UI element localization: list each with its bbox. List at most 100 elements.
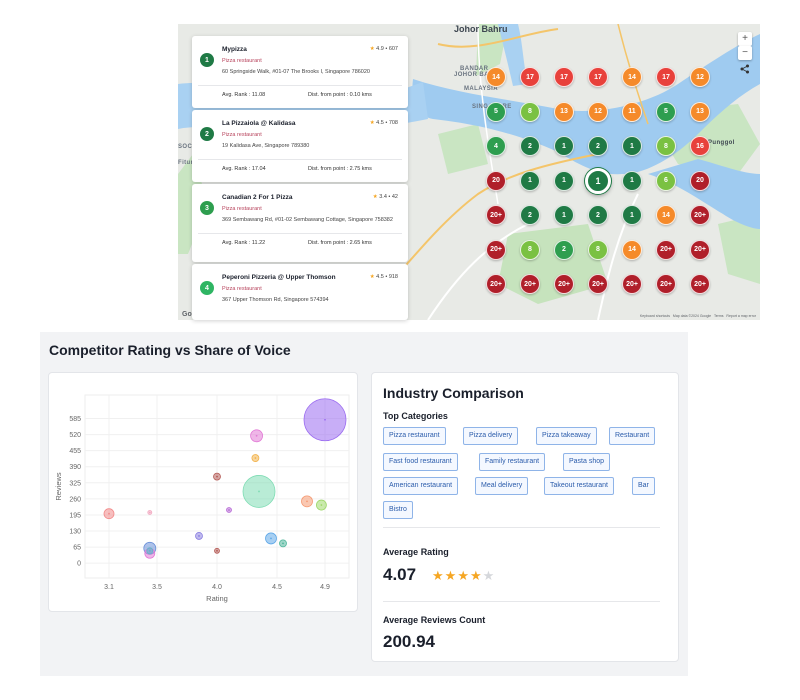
grid-pin[interactable]: 17 bbox=[588, 67, 608, 87]
grid-pin[interactable]: 12 bbox=[588, 101, 608, 122]
distance-label: Dist. from point : bbox=[308, 166, 349, 172]
grid-pin[interactable]: 4 bbox=[486, 136, 506, 156]
grid-pin[interactable]: 20+ bbox=[554, 274, 574, 294]
grid-pin[interactable]: 8 bbox=[656, 136, 676, 156]
grid-pin[interactable]: 2 bbox=[554, 239, 574, 260]
category-chip[interactable]: Takeout restaurant bbox=[544, 477, 614, 495]
category-chip[interactable]: Pasta shop bbox=[563, 453, 611, 471]
grid-pin[interactable]: 14 bbox=[486, 67, 506, 87]
business-name[interactable]: Peperoni Pizzeria @ Upper Thomson bbox=[222, 274, 336, 281]
grid-pin[interactable]: 17 bbox=[656, 67, 676, 87]
star-icon: ★ bbox=[369, 120, 377, 126]
divider bbox=[198, 233, 402, 234]
distance-value: 2.65 kms bbox=[349, 240, 372, 246]
y-tick-label: 260 bbox=[69, 496, 81, 503]
category-chip[interactable]: Bistro bbox=[383, 501, 413, 519]
result-card[interactable]: 1 Mypizza ★ 4.9 • 607 Pizza restaurant 60 Sp… bbox=[192, 36, 408, 108]
grid-pin[interactable]: 5 bbox=[656, 101, 676, 122]
grid-pin[interactable]: 1 bbox=[622, 170, 642, 191]
avg-rank-value: 11.08 bbox=[251, 92, 266, 98]
distance-from-point: Dist. from point : 2.75 kms bbox=[308, 166, 372, 172]
grid-pin[interactable]: 17 bbox=[520, 67, 540, 87]
category-chip[interactable]: Fast food restaurant bbox=[383, 453, 458, 471]
grid-pin[interactable]: 1 bbox=[520, 170, 540, 191]
business-name[interactable]: Canadian 2 For 1 Pizza bbox=[222, 194, 293, 201]
grid-pin[interactable]: 20+ bbox=[520, 274, 540, 294]
category-chip[interactable]: American restaurant bbox=[383, 477, 459, 495]
grid-pin[interactable]: 13 bbox=[690, 101, 710, 122]
business-address: 19 Kalidasa Ave, Singapore 789380 bbox=[222, 143, 310, 149]
grid-pin[interactable]: 2 bbox=[588, 136, 608, 156]
avg-rank-label: Avg. Rank : bbox=[222, 92, 251, 98]
grid-pin[interactable]: 5 bbox=[486, 101, 506, 122]
grid-pin[interactable]: 20 bbox=[690, 170, 710, 191]
grid-pin[interactable]: 20+ bbox=[690, 205, 710, 225]
grid-pin[interactable]: 1 bbox=[622, 205, 642, 225]
grid-pin[interactable]: 20+ bbox=[690, 274, 710, 294]
grid-pin[interactable]: 20+ bbox=[656, 239, 676, 260]
y-tick-label: 0 bbox=[77, 561, 81, 568]
grid-pin[interactable]: 8 bbox=[588, 239, 608, 260]
map-label-bandar: BANDAR bbox=[460, 66, 489, 72]
rank-badge: 3 bbox=[200, 201, 214, 215]
category-chip[interactable]: Meal delivery bbox=[475, 477, 529, 495]
scatter-point-center bbox=[270, 537, 272, 540]
business-name[interactable]: La Pizzaiola @ Kalidasa bbox=[222, 120, 296, 127]
share-icon[interactable] bbox=[738, 64, 752, 78]
grid-pin[interactable]: 12 bbox=[690, 67, 710, 87]
scatter-point-center bbox=[255, 434, 258, 437]
business-name[interactable]: Mypizza bbox=[222, 46, 247, 53]
grid-pin[interactable]: 20+ bbox=[588, 274, 608, 294]
grid-pin[interactable]: 20+ bbox=[656, 274, 676, 294]
grid-pin[interactable]: 2 bbox=[520, 205, 540, 225]
grid-pin[interactable]: 11 bbox=[622, 101, 642, 122]
scatter-point-center bbox=[148, 549, 151, 552]
grid-pin[interactable]: 8 bbox=[520, 239, 540, 260]
grid-pin[interactable]: 2 bbox=[520, 136, 540, 156]
scatter-point-center bbox=[258, 490, 260, 493]
grid-pin[interactable]: 17 bbox=[554, 67, 574, 87]
result-card[interactable]: 2 La Pizzaiola @ Kalidasa ★ 4.5 • 708 Pizza… bbox=[192, 110, 408, 182]
grid-pin[interactable]: 20+ bbox=[622, 274, 642, 294]
category-chip[interactable]: Pizza takeaway bbox=[536, 427, 597, 445]
zoom-out-button[interactable]: − bbox=[738, 46, 752, 60]
grid-pin[interactable]: 14 bbox=[622, 239, 642, 260]
grid-pin[interactable]: 14 bbox=[622, 67, 642, 87]
map-label-johor-bahru: Johor Bahru bbox=[454, 24, 508, 34]
divider bbox=[198, 159, 402, 160]
distance-label: Dist. from point : bbox=[308, 92, 349, 98]
grid-pin[interactable]: 8 bbox=[520, 101, 540, 122]
industry-comparison-title: Industry Comparison bbox=[383, 385, 524, 401]
grid-pin[interactable]: 1 bbox=[554, 170, 574, 191]
category-chip[interactable]: Pizza delivery bbox=[463, 427, 519, 445]
result-card[interactable]: 3 Canadian 2 For 1 Pizza ★ 3.4 • 42 Pizza r… bbox=[192, 184, 408, 262]
grid-pin[interactable]: 20+ bbox=[486, 239, 506, 260]
grid-pin[interactable]: 6 bbox=[656, 170, 676, 191]
rank-grid-map[interactable]: Johor Bahru BANDAR JOHOR BAHRU MALAYSIA … bbox=[178, 24, 760, 320]
distance-value: 2.75 kms bbox=[349, 166, 372, 172]
grid-pin[interactable]: 1 bbox=[622, 136, 642, 156]
grid-pin[interactable]: 20+ bbox=[486, 274, 506, 294]
grid-pin[interactable]: 2 bbox=[588, 205, 608, 225]
grid-pin[interactable]: 1 bbox=[554, 205, 574, 225]
result-card[interactable]: 4 Peperoni Pizzeria @ Upper Thomson ★ 4.5 … bbox=[192, 264, 408, 320]
grid-pin[interactable]: 1 bbox=[554, 136, 574, 156]
rating-value: 4.5 bbox=[376, 274, 384, 280]
category-chip[interactable]: Bar bbox=[632, 477, 655, 495]
category-chip[interactable]: Pizza restaurant bbox=[383, 427, 446, 445]
category-chip[interactable]: Family restaurant bbox=[479, 453, 546, 471]
rating-summary: ★ 4.5 • 918 bbox=[369, 274, 398, 280]
rank-badge: 2 bbox=[200, 127, 214, 141]
rating-vs-reviews-chart: 0 65 130 195 260 325 390 455 520 585 3.1 3.5 4.0 4.5 4… bbox=[48, 372, 358, 612]
center-pin[interactable]: 1 bbox=[585, 167, 611, 194]
grid-pin[interactable]: 20+ bbox=[690, 239, 710, 260]
category-chip[interactable]: Restaurant bbox=[609, 427, 656, 445]
grid-pin[interactable]: 20+ bbox=[486, 205, 506, 225]
grid-pin[interactable]: 13 bbox=[554, 101, 574, 122]
grid-pin[interactable]: 16 bbox=[690, 136, 710, 156]
zoom-in-button[interactable]: + bbox=[738, 32, 752, 46]
map-attribution[interactable]: Keyboard shortcuts Map data ©2024 Google… bbox=[639, 314, 756, 318]
grid-pin[interactable]: 20 bbox=[486, 170, 506, 191]
y-tick-label: 325 bbox=[69, 480, 81, 487]
grid-pin[interactable]: 14 bbox=[656, 205, 676, 225]
